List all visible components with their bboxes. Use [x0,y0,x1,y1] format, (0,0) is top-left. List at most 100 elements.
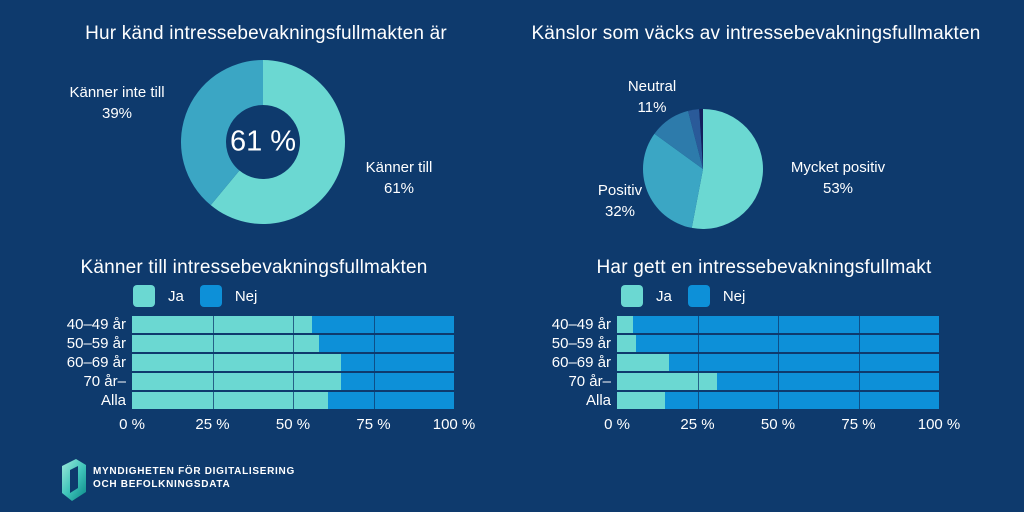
bar-segment-ja [617,354,669,371]
bar-segment-nej [633,316,939,333]
given-chart-category-labels: 40–49 år 50–59 år 60–69 år 70 år– Alla [523,316,611,411]
slice-percent: 32% [604,203,636,220]
slice-label: Mycket positiv [790,159,886,176]
bar-segment-ja [132,316,313,333]
bar-row [617,354,939,371]
legend-label-ja: Ja [656,287,672,305]
legend-swatch-nej [199,285,222,307]
bar-segment-nej [312,316,454,333]
bar-segment-nej [341,354,454,371]
bar-segment-nej [636,335,939,352]
pie-label-mycket-positiv: Mycket positiv 53% [791,157,885,199]
donut-center-value: 61 % [229,125,297,158]
bar-row [132,373,454,390]
x-tick-label: 50 % [760,416,796,433]
x-tick-label: 25 % [195,416,230,433]
category-label: 70 år– [568,373,611,390]
bar-segment-ja [132,392,329,409]
slice-label: Positiv [597,182,643,199]
given-chart-bars [617,316,939,409]
feelings-pie-chart [643,109,763,229]
bar-row [617,373,939,390]
legend-swatch-ja [133,285,155,307]
bar-segment-ja [132,335,319,352]
slice-percent: 39% [101,105,133,122]
x-tick-label: 25 % [680,416,715,433]
legend-swatch-nej [687,285,710,307]
pie-label-positiv: Positiv 32% [598,180,642,222]
bar-segment-nej [318,335,454,352]
x-tick-label: 100 % [432,416,476,433]
category-label: Alla [585,392,611,409]
bar-segment-ja [617,392,666,409]
agency-name: MYNDIGHETEN FÖR DIGITALISERING OCH BEFOL… [93,466,295,491]
bar-row [617,335,939,352]
slice-percent: 61% [383,180,415,197]
slice-percent: 53% [822,180,854,197]
x-tick-label: 0 % [119,416,145,433]
x-tick-label: 75 % [356,416,391,433]
given-bar-chart-title: Har gett en intressebevakningsfullmakt [596,257,932,278]
given-chart-legend: Ja Nej [621,285,761,307]
x-tick-label: 0 % [604,416,630,433]
bar-segment-ja [132,373,342,390]
x-tick-label: 50 % [275,416,311,433]
slice-label: Neutral [627,78,677,95]
bar-row [132,316,454,333]
category-label: 40–49 år [551,316,611,333]
donut-chart-title: Hur känd intressebevakningsfullmakten är [85,23,447,44]
neutral-slice [654,110,703,169]
donut-label-kanner-till: Känner till 61% [366,157,433,199]
unlabeled-slice [688,109,703,169]
dvv-logo-icon [62,459,86,501]
känner-till-slice [210,60,345,224]
legend-swatch-ja [621,285,643,307]
agency-name-line2: OCH BEFOLKNINGSDATA [93,478,231,490]
category-label: 50–59 år [66,335,126,352]
bar-row [132,392,454,409]
slice-label: Känner inte till [69,84,165,101]
bar-row [132,335,454,352]
bar-segment-nej [328,392,454,409]
x-tick-label: 75 % [841,416,876,433]
category-label: Alla [100,392,126,409]
bar-segment-ja [617,335,637,352]
känner-inte-till-slice [181,60,263,206]
positiv-slice [643,133,703,228]
bar-segment-ja [617,316,634,333]
donut-label-kanner-inte-till: Känner inte till 39% [69,82,164,124]
awareness-donut-chart [181,60,345,224]
bar-segment-nej [341,373,454,390]
unlabeled-slice [699,109,703,169]
x-tick-label: 100 % [917,416,961,433]
bar-segment-ja [617,373,717,390]
knows-chart-x-axis: 0 % 25 % 50 % 75 % 100 % [119,416,475,434]
slice-label: Känner till [365,159,433,176]
mycket-positiv-slice [691,109,763,229]
category-label: 40–49 år [66,316,126,333]
given-chart-x-axis: 0 % 25 % 50 % 75 % 100 % [604,416,960,434]
category-label: 70 år– [83,373,126,390]
bar-segment-nej [668,354,939,371]
bar-segment-ja [132,354,342,371]
bar-row [617,316,939,333]
bar-segment-nej [665,392,939,409]
bar-segment-nej [716,373,939,390]
agency-name-line1: MYNDIGHETEN FÖR DIGITALISERING [93,466,295,477]
category-label: 50–59 år [551,335,611,352]
legend-label-ja: Ja [168,287,184,305]
knows-chart-category-labels: 40–49 år 50–59 år 60–69 år 70 år– Alla [38,316,126,411]
knows-chart-legend: Ja Nej [133,285,273,307]
category-label: 60–69 år [66,354,126,371]
knows-chart-bars [132,316,454,409]
bar-row [617,392,939,409]
bar-row [132,354,454,371]
knows-bar-chart-title: Känner till intressebevakningsfullmakten [80,257,428,278]
slice-percent: 11% [637,99,667,116]
pie-label-neutral: Neutral 11% [628,76,676,118]
legend-label-nej: Nej [722,287,746,305]
legend-label-nej: Nej [234,287,258,305]
pie-chart-title: Känslor som väcks av intressebevakningsf… [531,23,981,44]
category-label: 60–69 år [551,354,611,371]
